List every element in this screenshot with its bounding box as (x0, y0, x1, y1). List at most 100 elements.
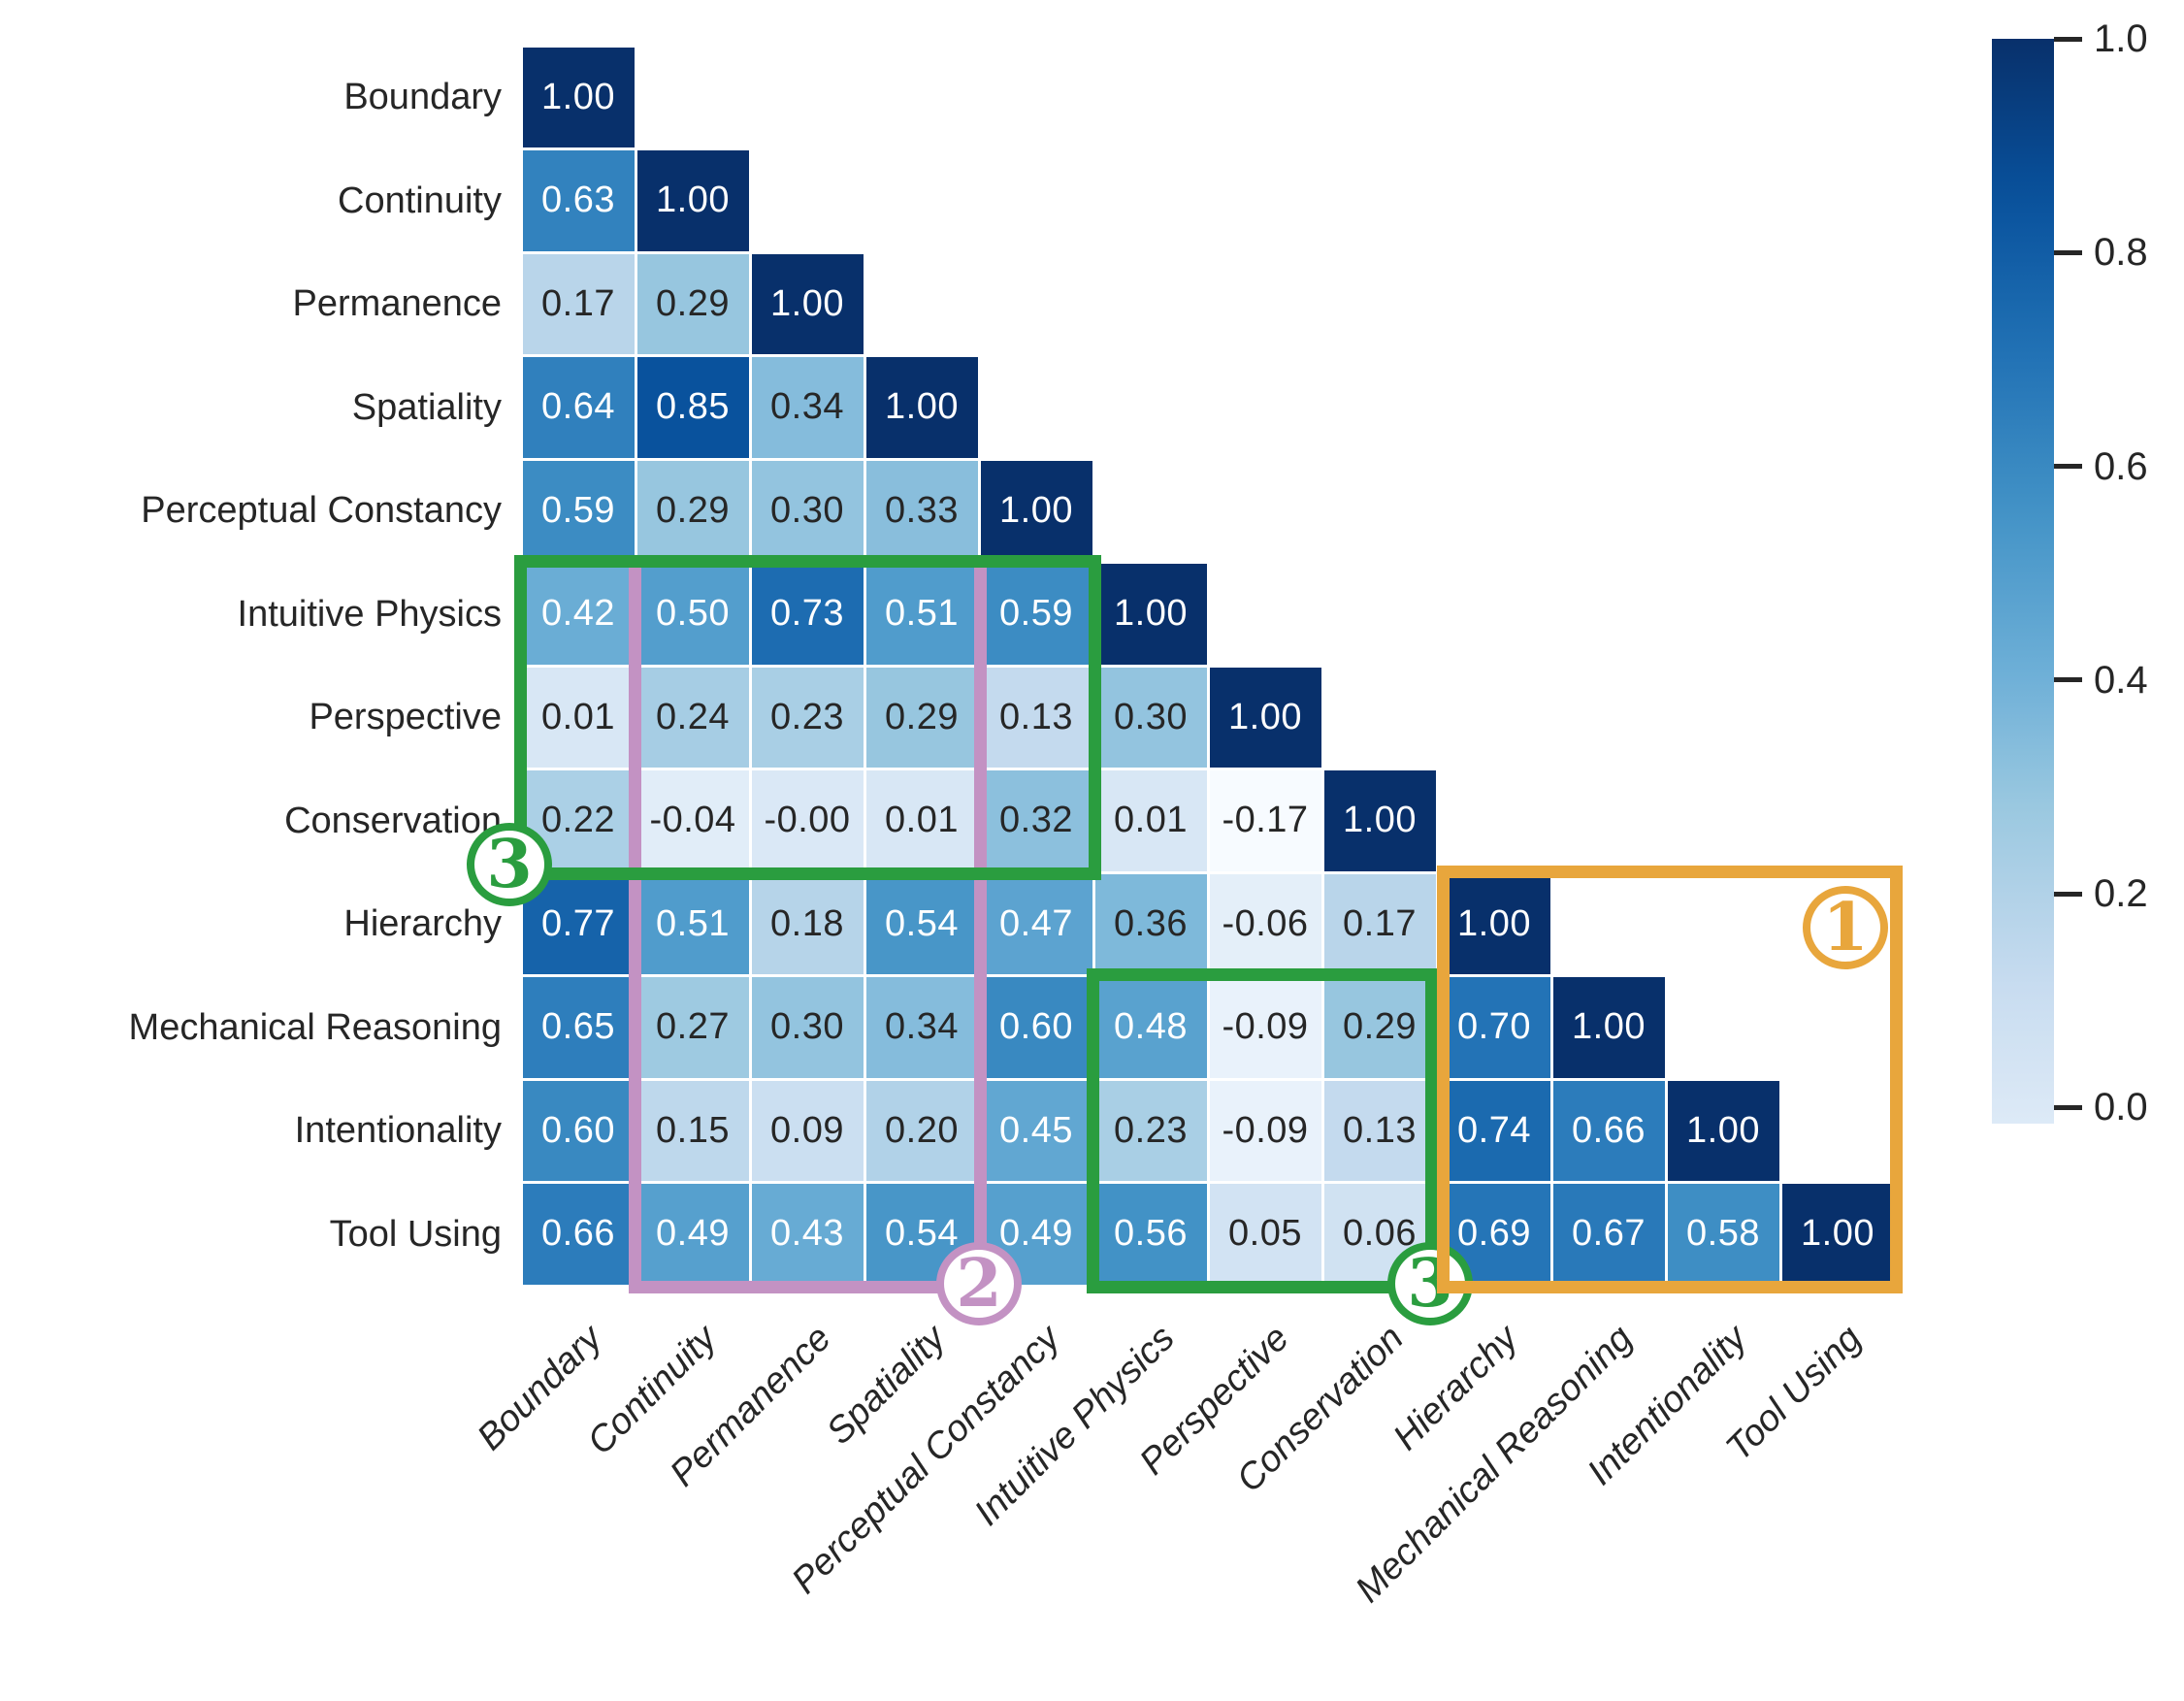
heatmap-cell: 0.18 (751, 873, 864, 974)
heatmap-cell: 0.70 (1438, 977, 1550, 1078)
heatmap-cell: 0.17 (1323, 873, 1436, 974)
y-axis-label: Intentionality (294, 1110, 502, 1152)
annotation-box-3 (513, 555, 1101, 880)
y-axis-label: Perspective (309, 697, 502, 738)
heatmap-cell: 0.77 (522, 873, 635, 974)
heatmap-cell: 0.73 (751, 564, 864, 665)
colorbar-tick (2054, 677, 2082, 683)
heatmap-cell: 1.00 (1094, 564, 1207, 665)
colorbar-tick (2054, 249, 2082, 255)
y-axis-label: Conservation (284, 800, 502, 841)
y-axis-label: Intuitive Physics (237, 593, 502, 635)
heatmap-cell: 0.42 (522, 564, 635, 665)
colorbar-tick (2054, 36, 2082, 42)
y-axis-label: Permanence (292, 283, 502, 325)
heatmap-cell: 0.66 (522, 1184, 635, 1285)
y-axis-label: Mechanical Reasoning (128, 1006, 502, 1048)
heatmap-cell: 0.01 (522, 667, 635, 768)
heatmap-cell: 0.30 (751, 977, 864, 1078)
heatmap-cell: 0.50 (636, 564, 749, 665)
heatmap-cell: 0.29 (636, 253, 749, 354)
heatmap-cell: 0.36 (1094, 873, 1207, 974)
y-axis-label: Hierarchy (343, 903, 502, 945)
heatmap-cell: 0.20 (865, 1080, 978, 1181)
heatmap-cell: 0.17 (522, 253, 635, 354)
heatmap-cell: 0.27 (636, 977, 749, 1078)
y-axis-label: Perceptual Constancy (141, 490, 502, 532)
heatmap-cell: 0.64 (522, 357, 635, 458)
heatmap-cell: 0.49 (636, 1184, 749, 1285)
heatmap-cell: 0.23 (751, 667, 864, 768)
y-axis-label: Continuity (338, 180, 502, 221)
heatmap-cell: 0.30 (1094, 667, 1207, 768)
heatmap-cell: 0.01 (1094, 770, 1207, 871)
heatmap-cell: 0.51 (636, 873, 749, 974)
heatmap-cell: 0.59 (522, 460, 635, 561)
heatmap-cell: 0.34 (751, 357, 864, 458)
heatmap-cell: 0.63 (522, 150, 635, 251)
heatmap-cell: 1.00 (980, 460, 1092, 561)
heatmap-cell: 1.00 (1438, 873, 1550, 974)
heatmap-cell: 0.01 (865, 770, 978, 871)
annotation-circled-number-2: 2 (936, 1242, 1022, 1325)
heatmap-cell: 0.33 (865, 460, 978, 561)
heatmap-cell: 0.58 (1667, 1184, 1779, 1285)
annotation-box-1 (1436, 865, 1903, 1293)
heatmap-cell: 0.47 (980, 873, 1092, 974)
colorbar-tick (2054, 464, 2082, 470)
y-axis-label: Spatiality (351, 386, 502, 428)
heatmap-cell: 0.67 (1552, 1184, 1665, 1285)
heatmap-cell: 0.29 (865, 667, 978, 768)
heatmap-cell: 1.00 (1552, 977, 1665, 1078)
colorbar-tick-label: 0.0 (2094, 1086, 2148, 1129)
heatmap-cell: 1.00 (522, 47, 635, 147)
heatmap-cell: 0.05 (1209, 1184, 1321, 1285)
heatmap-cell: 1.00 (865, 357, 978, 458)
annotation-box-3 (1086, 968, 1438, 1293)
colorbar-tick-label: 0.6 (2094, 444, 2148, 488)
colorbar-tick (2054, 891, 2082, 897)
heatmap-cell: -0.04 (636, 770, 749, 871)
colorbar-tick-label: 0.2 (2094, 872, 2148, 916)
heatmap-cell: 0.65 (522, 977, 635, 1078)
heatmap-cell: -0.17 (1209, 770, 1321, 871)
heatmap-cell: 0.29 (1323, 977, 1436, 1078)
heatmap-cell: 0.09 (751, 1080, 864, 1181)
heatmap-cell: 0.23 (1094, 1080, 1207, 1181)
heatmap-cell: 0.15 (636, 1080, 749, 1181)
heatmap-cell: 0.59 (980, 564, 1092, 665)
colorbar-tick-label: 0.4 (2094, 658, 2148, 702)
heatmap-cell: -0.00 (751, 770, 864, 871)
colorbar-tick-label: 0.8 (2094, 231, 2148, 275)
heatmap-cell: 0.45 (980, 1080, 1092, 1181)
heatmap-cell: 0.43 (751, 1184, 864, 1285)
heatmap-cell: 1.00 (1323, 770, 1436, 871)
colorbar-tick (2054, 1104, 2082, 1110)
heatmap-cell: 0.85 (636, 357, 749, 458)
heatmap-cell: 0.32 (980, 770, 1092, 871)
heatmap-cell: 0.29 (636, 460, 749, 561)
heatmap-cell: -0.09 (1209, 977, 1321, 1078)
heatmap-cell: 0.48 (1094, 977, 1207, 1078)
heatmap-cell: 1.00 (1781, 1184, 1894, 1285)
heatmap-cell: 1.00 (1667, 1080, 1779, 1181)
heatmap-cell: -0.06 (1209, 873, 1321, 974)
heatmap-cell: 1.00 (1209, 667, 1321, 768)
heatmap-cell: 0.60 (522, 1080, 635, 1181)
heatmap-cell: 1.00 (636, 150, 749, 251)
heatmap-cell: 0.60 (980, 977, 1092, 1078)
heatmap-cell: 0.49 (980, 1184, 1092, 1285)
y-axis-label: Tool Using (329, 1213, 502, 1255)
heatmap-cell: 0.54 (865, 873, 978, 974)
colorbar-tick-label: 1.0 (2094, 17, 2148, 60)
heatmap-cell: -0.09 (1209, 1080, 1321, 1181)
heatmap-cell: 0.24 (636, 667, 749, 768)
annotation-circled-number-1: 1 (1803, 886, 1888, 969)
colorbar-gradient (1992, 39, 2054, 1124)
annotation-circled-number-3: 3 (467, 823, 552, 906)
heatmap-cell: 0.30 (751, 460, 864, 561)
heatmap-cell: 1.00 (751, 253, 864, 354)
heatmap-cell: 0.51 (865, 564, 978, 665)
heatmap-cell: 0.66 (1552, 1080, 1665, 1181)
